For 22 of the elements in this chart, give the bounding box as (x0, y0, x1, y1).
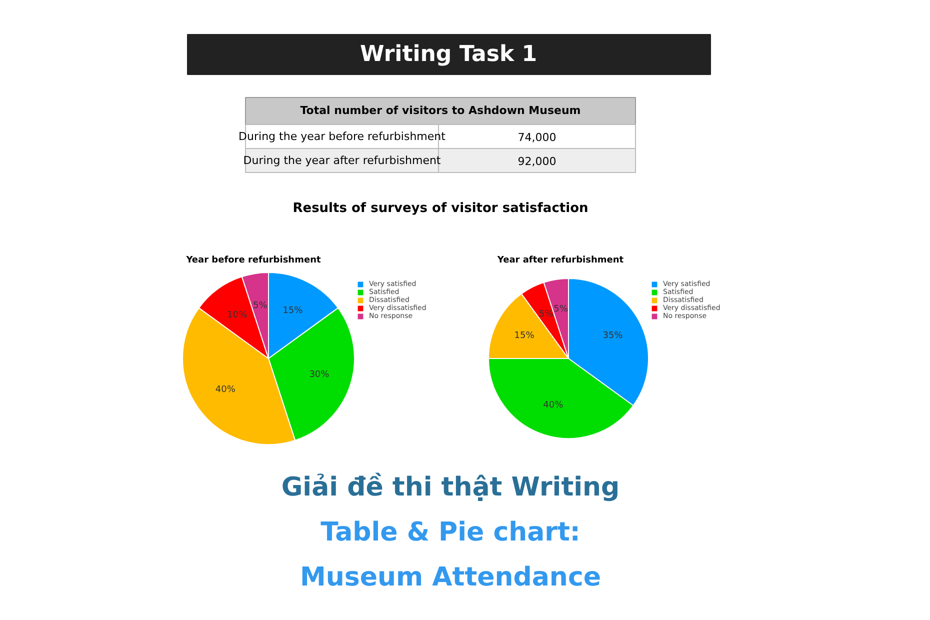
data-label: 92,000 (518, 155, 556, 168)
data-label: 35% (602, 330, 624, 341)
data-label: 40% (215, 384, 236, 395)
text: Giải đề thi thật Writing (281, 472, 620, 502)
data-label: 15% (514, 330, 535, 341)
text: Writing Task 1 (360, 42, 538, 67)
data-label: 5% (538, 309, 554, 320)
text: Museum Attendance (300, 562, 601, 592)
text: Results of surveys of visitor satisfaction (292, 201, 588, 216)
data-label: 30% (309, 370, 330, 380)
category-label: During the year after refurbishment (243, 154, 442, 167)
text: Total number of visitors to Ashdown Museum (300, 104, 581, 117)
data-label: 5% (554, 304, 568, 315)
chart-title: Year after refurbishment (496, 256, 624, 266)
data-label: 5% (253, 300, 268, 311)
data-label: 10% (227, 310, 248, 320)
data-label: 15% (282, 306, 304, 316)
chart-title: Year before refurbishment (185, 256, 322, 266)
data-label: 74,000 (518, 131, 556, 144)
data-label: 40% (543, 400, 564, 411)
text: Table & Pie chart: (320, 518, 580, 548)
category-label: During the year before refurbishment (238, 130, 446, 143)
